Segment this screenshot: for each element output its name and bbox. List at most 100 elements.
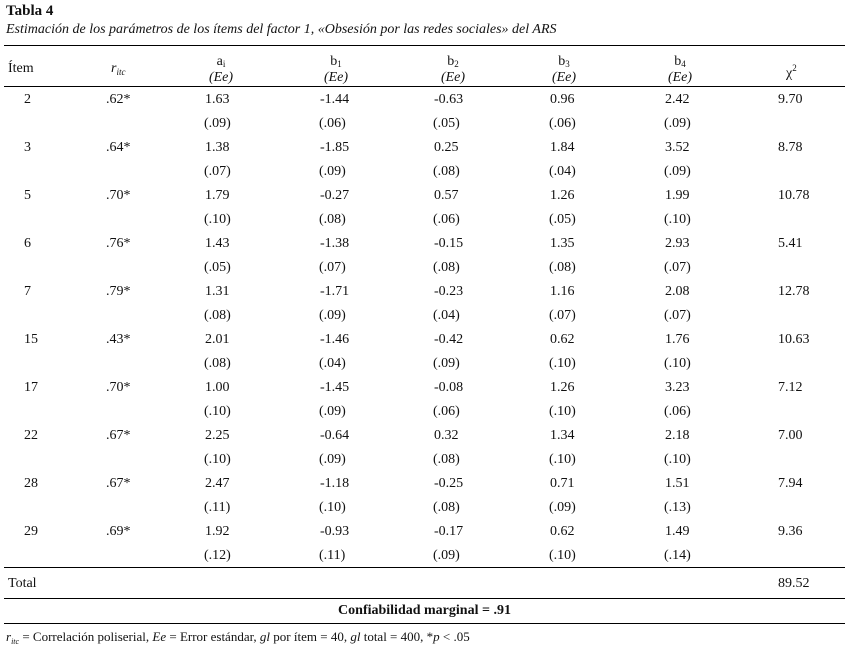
cell-a: 1.43 <box>205 236 230 251</box>
cell-item: 15 <box>24 332 38 347</box>
cell-a-se: (.10) <box>204 212 231 227</box>
cell-b2: -0.08 <box>434 380 464 395</box>
cell-b3: 0.62 <box>550 332 575 347</box>
cell-b4-se: (.13) <box>664 500 691 515</box>
cell-b1: -1.45 <box>320 380 350 395</box>
cell-b3-se: (.04) <box>549 164 576 179</box>
cell-b1: -1.44 <box>320 92 350 107</box>
cell-ritc: .67* <box>106 476 131 491</box>
cell-b2: 0.57 <box>434 188 459 203</box>
cell-b1: -1.71 <box>320 284 350 299</box>
cell-item: 28 <box>24 476 38 491</box>
cell-a: 1.79 <box>205 188 230 203</box>
cell-b4: 3.23 <box>665 380 690 395</box>
cell-a: 2.01 <box>205 332 230 347</box>
cell-b2-se: (.08) <box>433 452 460 467</box>
header-rule <box>4 86 845 87</box>
cell-b2-se: (.09) <box>433 548 460 563</box>
cell-chi: 9.70 <box>778 92 803 107</box>
cell-b2: -0.23 <box>434 284 464 299</box>
cell-a-se: (.10) <box>204 452 231 467</box>
cell-b3-se: (.07) <box>549 308 576 323</box>
cell-b1-se: (.07) <box>319 260 346 275</box>
cell-chi: 5.41 <box>778 236 803 251</box>
cell-chi: 7.00 <box>778 428 803 443</box>
cell-b2-se: (.04) <box>433 308 460 323</box>
cell-b4: 1.49 <box>665 524 690 539</box>
cell-b3: 1.16 <box>550 284 575 299</box>
cell-a-se: (.12) <box>204 548 231 563</box>
cell-b4: 2.42 <box>665 92 690 107</box>
total-top-rule <box>4 567 845 568</box>
cell-b3: 1.84 <box>550 140 575 155</box>
cell-b1: -1.46 <box>320 332 350 347</box>
cell-b1: -1.38 <box>320 236 350 251</box>
total-chi: 89.52 <box>778 576 810 591</box>
cell-a-se: (.08) <box>204 356 231 371</box>
cell-item: 2 <box>24 92 31 107</box>
cell-b4: 2.93 <box>665 236 690 251</box>
cell-a-se: (.10) <box>204 404 231 419</box>
table-note: ritc = Correlación poliserial, Ee = Erro… <box>6 629 470 646</box>
cell-a: 2.47 <box>205 476 230 491</box>
cell-b3-se: (.10) <box>549 452 576 467</box>
cell-b4-se: (.09) <box>664 116 691 131</box>
cell-b1: -1.18 <box>320 476 350 491</box>
cell-b1-se: (.09) <box>319 452 346 467</box>
header-a: ai (Ee) <box>208 54 234 85</box>
cell-a: 1.00 <box>205 380 230 395</box>
cell-ritc: .70* <box>106 380 131 395</box>
cell-chi: 12.78 <box>778 284 810 299</box>
cell-b3-se: (.09) <box>549 500 576 515</box>
cell-b1-se: (.09) <box>319 164 346 179</box>
cell-a-se: (.11) <box>204 500 231 515</box>
cell-b4-se: (.06) <box>664 404 691 419</box>
cell-chi: 10.63 <box>778 332 810 347</box>
cell-b3: 0.96 <box>550 92 575 107</box>
cell-b4-se: (.10) <box>664 356 691 371</box>
cell-b2-se: (.06) <box>433 212 460 227</box>
cell-chi: 7.12 <box>778 380 803 395</box>
cell-item: 17 <box>24 380 38 395</box>
cell-ritc: .64* <box>106 140 131 155</box>
cell-chi: 7.94 <box>778 476 803 491</box>
top-rule <box>4 45 845 46</box>
cell-b4: 3.52 <box>665 140 690 155</box>
cell-b3: 0.71 <box>550 476 575 491</box>
cell-chi: 9.36 <box>778 524 803 539</box>
cell-b1-se: (.04) <box>319 356 346 371</box>
cell-b3-se: (.10) <box>549 356 576 371</box>
cell-b1-se: (.09) <box>319 308 346 323</box>
cell-b3-se: (.08) <box>549 260 576 275</box>
cell-b2-se: (.09) <box>433 356 460 371</box>
cell-b4: 1.76 <box>665 332 690 347</box>
cell-item: 5 <box>24 188 31 203</box>
cell-b1: -1.85 <box>320 140 350 155</box>
cell-ritc: .70* <box>106 188 131 203</box>
cell-ritc: .79* <box>106 284 131 299</box>
header-b2: b2 (Ee) <box>440 54 466 85</box>
cell-b3-se: (.05) <box>549 212 576 227</box>
cell-b1-se: (.10) <box>319 500 346 515</box>
cell-item: 7 <box>24 284 31 299</box>
cell-item: 6 <box>24 236 31 251</box>
cell-b4-se: (.10) <box>664 452 691 467</box>
cell-b2-se: (.08) <box>433 164 460 179</box>
cell-b1: -0.64 <box>320 428 350 443</box>
cell-b1-se: (.08) <box>319 212 346 227</box>
cell-a: 1.92 <box>205 524 230 539</box>
cell-b4-se: (.14) <box>664 548 691 563</box>
cell-b2: -0.17 <box>434 524 464 539</box>
cell-a-se: (.08) <box>204 308 231 323</box>
total-label: Total <box>8 576 37 591</box>
cell-ritc: .69* <box>106 524 131 539</box>
cell-b4: 1.99 <box>665 188 690 203</box>
cell-b3: 1.35 <box>550 236 575 251</box>
cell-b1-se: (.06) <box>319 116 346 131</box>
cell-a: 1.63 <box>205 92 230 107</box>
cell-item: 22 <box>24 428 38 443</box>
cell-a-se: (.05) <box>204 260 231 275</box>
cell-b3-se: (.10) <box>549 404 576 419</box>
cell-b2-se: (.08) <box>433 500 460 515</box>
cell-b2: -0.63 <box>434 92 464 107</box>
